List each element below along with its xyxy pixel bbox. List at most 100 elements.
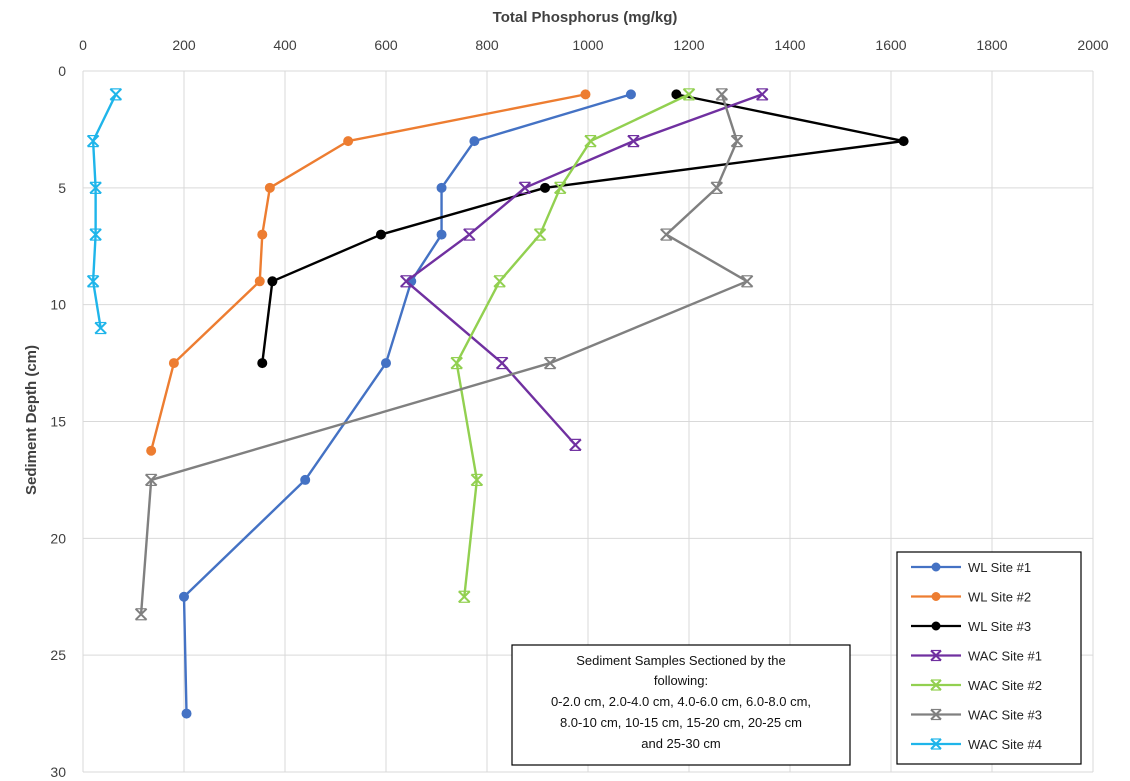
data-point	[660, 228, 673, 241]
marker-stroke	[109, 88, 123, 101]
data-point	[257, 358, 268, 369]
marker-stroke	[89, 228, 102, 241]
marker-stroke	[493, 275, 506, 288]
marker-stroke	[450, 356, 463, 370]
x-tick-label: 2000	[1077, 37, 1108, 53]
x-tick-label: 400	[273, 37, 297, 53]
data-point	[495, 356, 509, 370]
x-tick-label: 1600	[875, 37, 906, 53]
legend-label: WL Site #1	[968, 560, 1031, 575]
legend-label: WL Site #3	[968, 619, 1031, 634]
x-tick-label: 1000	[572, 37, 603, 53]
marker-stroke	[134, 608, 148, 621]
data-point	[264, 182, 275, 193]
data-point	[179, 591, 189, 602]
series-line	[139, 93, 749, 615]
legend-item: WL Site #2	[911, 590, 1031, 605]
y-tick-labels: 0 5 10 15 20 25 30	[50, 63, 66, 780]
legend-item: WAC Site #4	[911, 737, 1042, 752]
data-point	[580, 89, 591, 100]
marker-stroke	[89, 181, 102, 195]
x-tick-label: 600	[374, 37, 398, 53]
data-point	[543, 356, 557, 370]
y-tick-label: 10	[50, 297, 66, 313]
marker-stroke	[463, 228, 476, 241]
series-line	[405, 93, 763, 446]
marker-stroke	[930, 738, 942, 750]
marker-stroke	[86, 275, 100, 288]
marker-stroke	[930, 649, 942, 662]
note-line-4: 8.0-10 cm, 10-15 cm, 15-20 cm, 20-25 cm	[560, 715, 802, 730]
marker-stroke	[554, 181, 567, 195]
legend-label: WAC Site #2	[968, 678, 1042, 693]
series-wl-site-3	[257, 89, 909, 369]
note-line-3: 0-2.0 cm, 2.0-4.0 cm, 4.0-6.0 cm, 6.0-8.…	[551, 694, 811, 709]
data-point	[86, 275, 100, 288]
x-tick-label: 800	[475, 37, 499, 53]
data-point	[710, 181, 723, 195]
data-point	[375, 229, 386, 240]
marker-stroke	[730, 134, 744, 148]
x-tick-label: 1400	[774, 37, 805, 53]
y-tick-label: 0	[58, 63, 66, 79]
data-point	[470, 473, 484, 487]
y-tick-label: 15	[50, 414, 66, 430]
data-point	[109, 88, 123, 101]
legend-label: WL Site #2	[968, 590, 1031, 605]
marker-stroke	[399, 275, 413, 288]
marker-stroke	[94, 321, 107, 335]
data-point	[450, 356, 463, 370]
data-point	[931, 592, 941, 601]
x-axis-title: Total Phosphorus (mg/kg)	[493, 9, 678, 26]
marker-stroke	[715, 88, 729, 101]
data-point	[931, 562, 941, 572]
marker-stroke	[682, 88, 696, 101]
marker-stroke	[756, 88, 769, 101]
legend-box	[896, 551, 1082, 765]
data-point	[436, 182, 447, 193]
marker-stroke	[930, 679, 942, 691]
data-point	[168, 358, 179, 369]
data-point	[254, 276, 265, 287]
marker-stroke	[518, 181, 532, 195]
data-point	[267, 276, 278, 287]
data-point	[343, 136, 354, 147]
legend-label: WAC Site #4	[968, 737, 1042, 752]
data-point	[86, 134, 100, 148]
data-point	[493, 275, 506, 288]
data-point	[625, 89, 636, 100]
data-point	[584, 134, 597, 148]
y-tick-label: 30	[50, 764, 66, 780]
marker-stroke	[533, 228, 547, 241]
legend-item: WAC Site #3	[911, 708, 1042, 723]
data-point	[399, 275, 413, 288]
legend-item: WL Site #3	[911, 619, 1031, 634]
series-wl-site-1	[179, 89, 636, 719]
data-point	[144, 473, 158, 487]
marker-stroke	[144, 473, 158, 487]
note-line-2: following:	[654, 673, 708, 688]
data-point	[671, 89, 682, 100]
data-point	[756, 88, 769, 101]
data-point	[533, 228, 547, 241]
data-point	[930, 708, 942, 721]
series-wl-site-2	[146, 89, 591, 456]
data-point	[740, 275, 754, 288]
marker-stroke	[86, 134, 100, 148]
data-point	[146, 445, 157, 456]
data-point	[931, 621, 941, 631]
series-line	[455, 93, 690, 597]
data-point	[554, 181, 567, 195]
data-point	[627, 134, 640, 148]
data-point	[89, 228, 102, 241]
marker-stroke	[660, 228, 673, 241]
series-wac-site-3	[134, 88, 754, 621]
data-point	[569, 438, 582, 452]
marker-stroke	[930, 708, 942, 721]
data-point	[89, 181, 102, 195]
marker-stroke	[458, 590, 471, 603]
data-point	[300, 474, 311, 485]
data-point	[682, 88, 696, 101]
data-point	[898, 136, 909, 147]
